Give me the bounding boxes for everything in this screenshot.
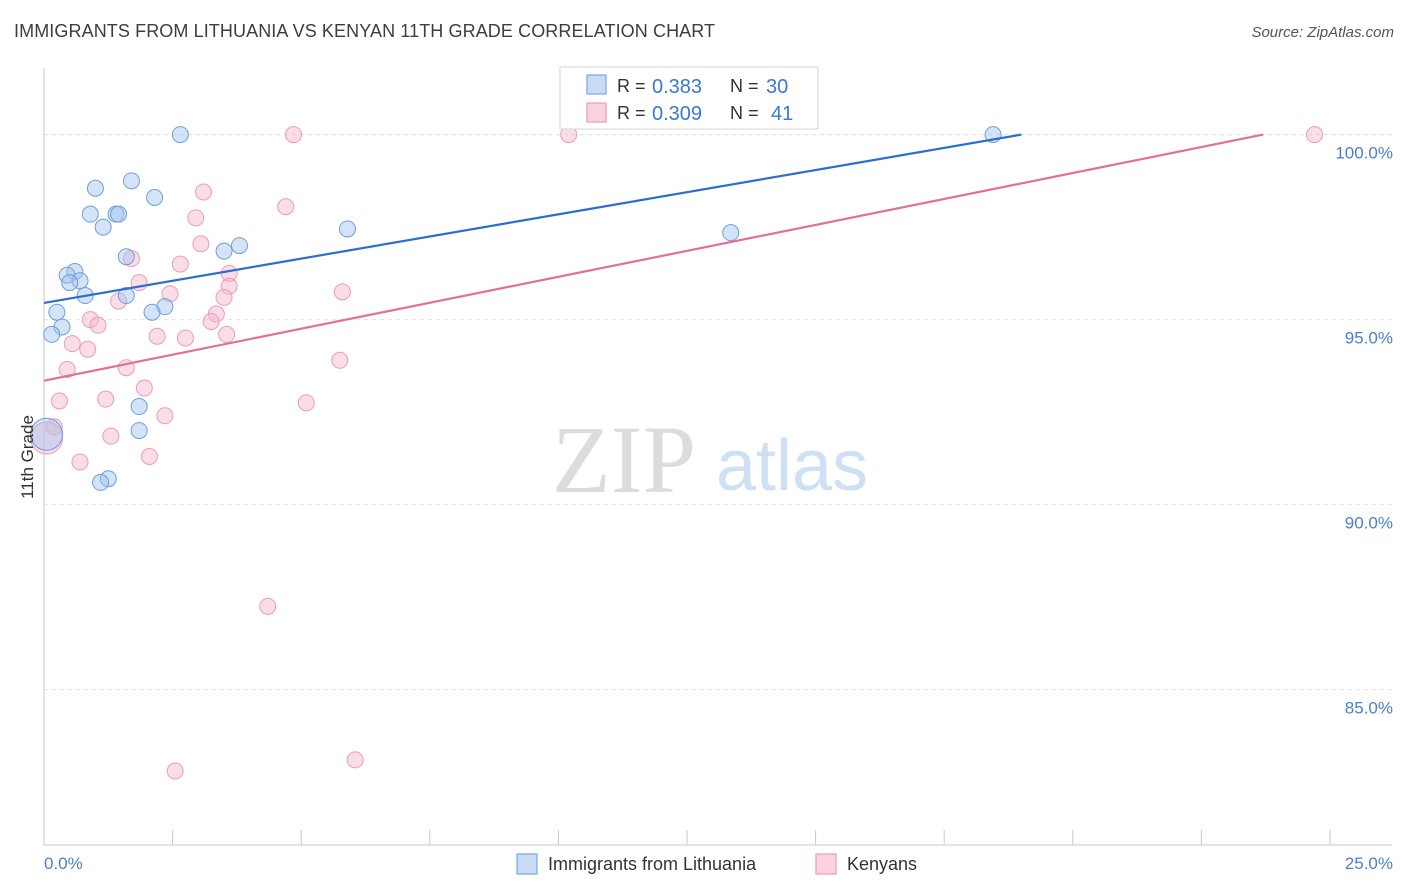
kenyans-point-24 — [79, 340, 97, 358]
chart-title: IMMIGRANTS FROM LITHUANIA VS KENYAN 11TH… — [14, 21, 716, 41]
lithuania-point-7 — [110, 205, 128, 223]
lithuania-point-8 — [94, 218, 112, 236]
kenyans-point-31 — [297, 394, 315, 412]
y-axis-label: 11th Grade — [18, 415, 37, 499]
legend-n-value-1: 30 — [766, 76, 788, 98]
lithuania-point-12 — [215, 242, 233, 260]
x-tick-label-min: 0.0% — [44, 854, 83, 873]
kenyans-point-20 — [148, 327, 166, 345]
axes — [43, 68, 1392, 846]
lithuania-point-10 — [722, 224, 740, 242]
lithuania-point-5 — [81, 205, 99, 223]
lithuania-trend-line — [43, 133, 1022, 305]
lithuania-point-21 — [143, 303, 161, 321]
kenyans-point-30 — [50, 392, 68, 410]
series-kenyans — [30, 126, 1324, 780]
watermark-zip: ZIP — [552, 406, 696, 513]
lithuania-point-20 — [156, 298, 174, 316]
lithuania-point-17 — [61, 274, 79, 292]
kenyans-point-2 — [284, 126, 302, 144]
y-tick-labels: 85.0% 90.0% 95.0% 100.0% — [1335, 144, 1393, 718]
series-lithuania — [30, 126, 1002, 491]
kenyans-point-11 — [220, 277, 238, 295]
y-tick-label-0: 85.0% — [1345, 699, 1393, 718]
y-tick-label-2: 95.0% — [1345, 329, 1393, 348]
kenyans-point-4 — [277, 198, 295, 216]
lithuania-point-11 — [230, 237, 248, 255]
lithuania-point-2 — [86, 179, 104, 197]
lithuania-point-29 — [92, 473, 110, 491]
lithuania-point-25 — [130, 398, 148, 416]
kenyans-point-29 — [97, 390, 115, 408]
legend-box: R = 0.383 N = 30 R = 0.309 N = 41 — [559, 66, 819, 130]
kenyans-point-40 — [166, 762, 184, 780]
bottom-legend-label-lithuania: Immigrants from Lithuania — [548, 854, 757, 874]
legend-n-label-2: N = — [730, 103, 759, 123]
source-label: Source: ZipAtlas.com — [1251, 24, 1394, 41]
legend-swatch-lithuania — [586, 74, 607, 95]
kenyans-point-27 — [58, 361, 76, 379]
kenyans-trend-line — [43, 133, 1264, 382]
lithuania-point-28 — [99, 470, 117, 488]
kenyans-point-5 — [187, 209, 205, 227]
lithuania-point-27 — [30, 417, 64, 451]
kenyans-point-14 — [215, 288, 233, 306]
legend-r-label-1: R = — [617, 76, 646, 96]
kenyans-point-22 — [218, 325, 236, 343]
kenyans-point-36 — [140, 448, 158, 465]
lithuania-point-3 — [122, 172, 140, 190]
kenyans-point-8 — [171, 255, 189, 273]
lithuania-point-16 — [71, 272, 89, 290]
lithuania-point-26 — [130, 422, 148, 440]
trend-lines — [43, 133, 1264, 382]
x-tick-label-max: 25.0% — [1345, 854, 1393, 873]
y-tick-label-1: 90.0% — [1345, 514, 1393, 533]
lithuania-point-0 — [171, 126, 189, 144]
x-tick-marks — [43, 830, 1331, 845]
kenyans-point-25 — [331, 351, 349, 369]
kenyans-point-19 — [89, 316, 107, 334]
legend-swatch-kenyans — [586, 102, 607, 123]
lithuania-point-18 — [117, 287, 135, 305]
legend-r-value-2: 0.309 — [652, 103, 702, 125]
bottom-legend-swatch-kenyans — [815, 853, 837, 875]
lithuania-point-13 — [117, 248, 135, 266]
kenyans-point-12 — [333, 283, 351, 301]
legend-n-label-1: N = — [730, 76, 759, 96]
lithuania-point-22 — [48, 303, 66, 321]
kenyans-point-13 — [161, 285, 179, 303]
legend-r-label-2: R = — [617, 103, 646, 123]
kenyans-point-28 — [135, 379, 153, 397]
legend-n-value-2: 41 — [771, 103, 793, 125]
kenyans-point-35 — [71, 453, 89, 471]
lithuania-point-14 — [66, 263, 84, 280]
kenyans-point-21 — [176, 329, 194, 347]
kenyans-point-3 — [194, 183, 212, 201]
bottom-legend-swatch-lithuania — [516, 853, 538, 875]
kenyans-point-1 — [1306, 126, 1324, 144]
bottom-legend: Immigrants from Lithuania Kenyans — [516, 853, 917, 875]
kenyans-point-34 — [102, 427, 120, 445]
legend-r-value-1: 0.383 — [652, 76, 702, 98]
y-tick-label-3: 100.0% — [1335, 144, 1393, 163]
kenyans-point-38 — [259, 597, 277, 615]
kenyans-point-6 — [192, 235, 210, 253]
lithuania-point-4 — [146, 189, 164, 206]
lithuania-point-24 — [43, 325, 61, 343]
kenyans-point-23 — [63, 335, 81, 353]
grid-lines — [44, 134, 1392, 691]
kenyans-point-18 — [202, 312, 220, 330]
lithuania-point-9 — [338, 220, 356, 238]
kenyans-point-32 — [156, 407, 174, 425]
watermark-atlas: atlas — [716, 426, 868, 506]
kenyans-point-39 — [346, 751, 364, 769]
bottom-legend-label-kenyans: Kenyans — [847, 854, 917, 874]
